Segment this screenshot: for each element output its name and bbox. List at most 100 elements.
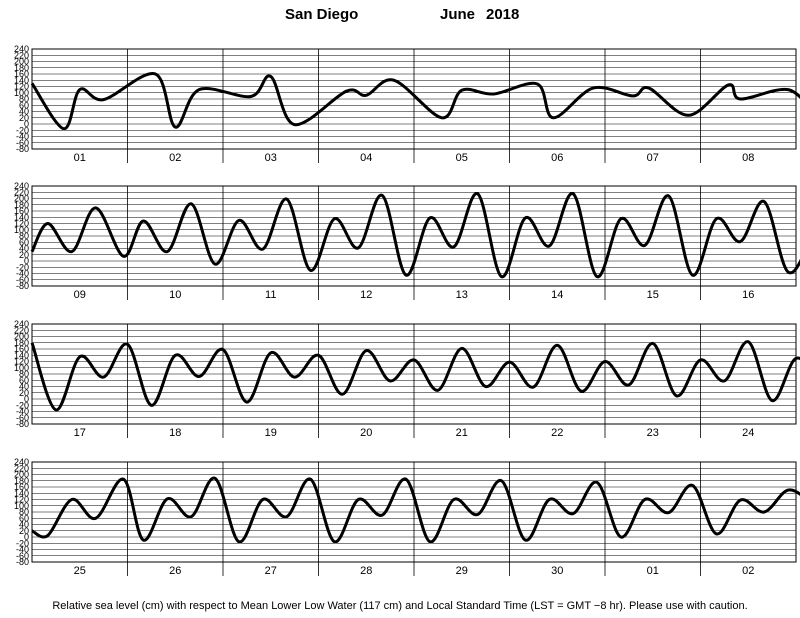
y-tick-label: 160: [14, 482, 29, 492]
y-tick-label: 100: [14, 88, 29, 98]
day-label: 26: [169, 565, 181, 577]
title-year: 2018: [486, 6, 520, 23]
chart-title: San Diego June 2018: [0, 6, 800, 26]
day-label: 15: [647, 289, 659, 301]
y-tick-label: 0: [24, 394, 29, 404]
y-tick-label: -60: [16, 275, 29, 285]
tide-series-line: [30, 72, 800, 131]
y-tick-label: 220: [14, 50, 29, 60]
y-tick-label: 20: [19, 113, 29, 123]
y-tick-label: 20: [19, 526, 29, 536]
day-label: 07: [647, 152, 659, 164]
y-tick-label: 100: [14, 225, 29, 235]
y-tick-label: 80: [19, 94, 29, 104]
y-tick-label: 80: [19, 369, 29, 379]
tide-series-line: [30, 192, 800, 279]
y-tick-label: 200: [14, 332, 29, 342]
day-label: 20: [360, 427, 372, 439]
y-tick-label: 100: [14, 363, 29, 373]
y-tick-label: 60: [19, 237, 29, 247]
day-label: 16: [742, 289, 754, 301]
title-month: June: [440, 6, 476, 23]
tide-series-line: [31, 476, 800, 544]
y-tick-label: 0: [24, 532, 29, 542]
y-tick-label: 120: [14, 82, 29, 92]
y-tick-label: -80: [16, 419, 29, 429]
y-tick-label: -60: [16, 413, 29, 423]
y-tick-label: 180: [14, 338, 29, 348]
day-label: 06: [551, 152, 563, 164]
day-label: 14: [551, 289, 563, 301]
day-label: 19: [265, 427, 277, 439]
y-tick-label: -20: [16, 262, 29, 272]
y-tick-label: 200: [14, 470, 29, 480]
y-tick-label: -40: [16, 407, 29, 417]
y-tick-label: 180: [14, 476, 29, 486]
y-tick-label: -80: [16, 144, 29, 154]
y-tick-label: 140: [14, 75, 29, 85]
y-tick-label: 220: [14, 463, 29, 473]
y-tick-label: 40: [19, 382, 29, 392]
day-label: 04: [360, 152, 372, 164]
y-tick-label: -20: [16, 538, 29, 548]
y-tick-label: 120: [14, 219, 29, 229]
y-tick-label: 120: [14, 495, 29, 505]
y-tick-label: 20: [19, 250, 29, 260]
y-tick-label: -60: [16, 551, 29, 561]
y-tick-label: 160: [14, 344, 29, 354]
y-tick-label: -80: [16, 557, 29, 567]
y-tick-label: 240: [14, 457, 29, 467]
y-tick-label: 160: [14, 69, 29, 79]
day-label: 12: [360, 289, 372, 301]
day-label: 24: [742, 427, 754, 439]
y-tick-label: -20: [16, 400, 29, 410]
day-label: 21: [456, 427, 468, 439]
tide-series-line: [30, 340, 800, 412]
y-tick-label: -40: [16, 269, 29, 279]
y-tick-label: 60: [19, 100, 29, 110]
day-label: 13: [456, 289, 468, 301]
y-tick-label: 0: [24, 256, 29, 266]
day-label: 05: [456, 152, 468, 164]
y-tick-label: 220: [14, 187, 29, 197]
y-tick-label: 0: [24, 119, 29, 129]
y-tick-label: 40: [19, 520, 29, 530]
y-tick-label: 140: [14, 212, 29, 222]
day-label: 17: [74, 427, 86, 439]
y-tick-label: 200: [14, 194, 29, 204]
y-tick-label: -40: [16, 132, 29, 142]
y-tick-label: 180: [14, 200, 29, 210]
day-label: 09: [74, 289, 86, 301]
y-tick-label: 60: [19, 513, 29, 523]
y-tick-label: -60: [16, 138, 29, 148]
day-label: 02: [169, 152, 181, 164]
day-label: 25: [74, 565, 86, 577]
y-tick-label: 220: [14, 325, 29, 335]
y-tick-label: 200: [14, 57, 29, 67]
y-tick-label: 240: [14, 181, 29, 191]
y-tick-label: 40: [19, 244, 29, 254]
day-label: 27: [265, 565, 277, 577]
y-tick-label: 20: [19, 388, 29, 398]
day-label: 02: [742, 565, 754, 577]
day-label: 10: [169, 289, 181, 301]
y-tick-label: 240: [14, 319, 29, 329]
y-tick-label: -40: [16, 545, 29, 555]
day-label: 23: [647, 427, 659, 439]
day-label: 08: [742, 152, 754, 164]
y-tick-label: 60: [19, 375, 29, 385]
title-station: San Diego: [285, 6, 359, 23]
day-label: 29: [456, 565, 468, 577]
y-tick-label: 180: [14, 63, 29, 73]
y-tick-label: 240: [14, 44, 29, 54]
y-tick-label: 40: [19, 107, 29, 117]
day-label: 01: [647, 565, 659, 577]
tide-chart: 240220200180160140120100806040200-20-40-…: [14, 44, 800, 577]
y-tick-label: 120: [14, 357, 29, 367]
y-tick-label: 80: [19, 231, 29, 241]
day-label: 03: [265, 152, 277, 164]
y-tick-label: 100: [14, 501, 29, 511]
day-label: 22: [551, 427, 563, 439]
y-tick-label: 140: [14, 350, 29, 360]
day-label: 01: [74, 152, 86, 164]
